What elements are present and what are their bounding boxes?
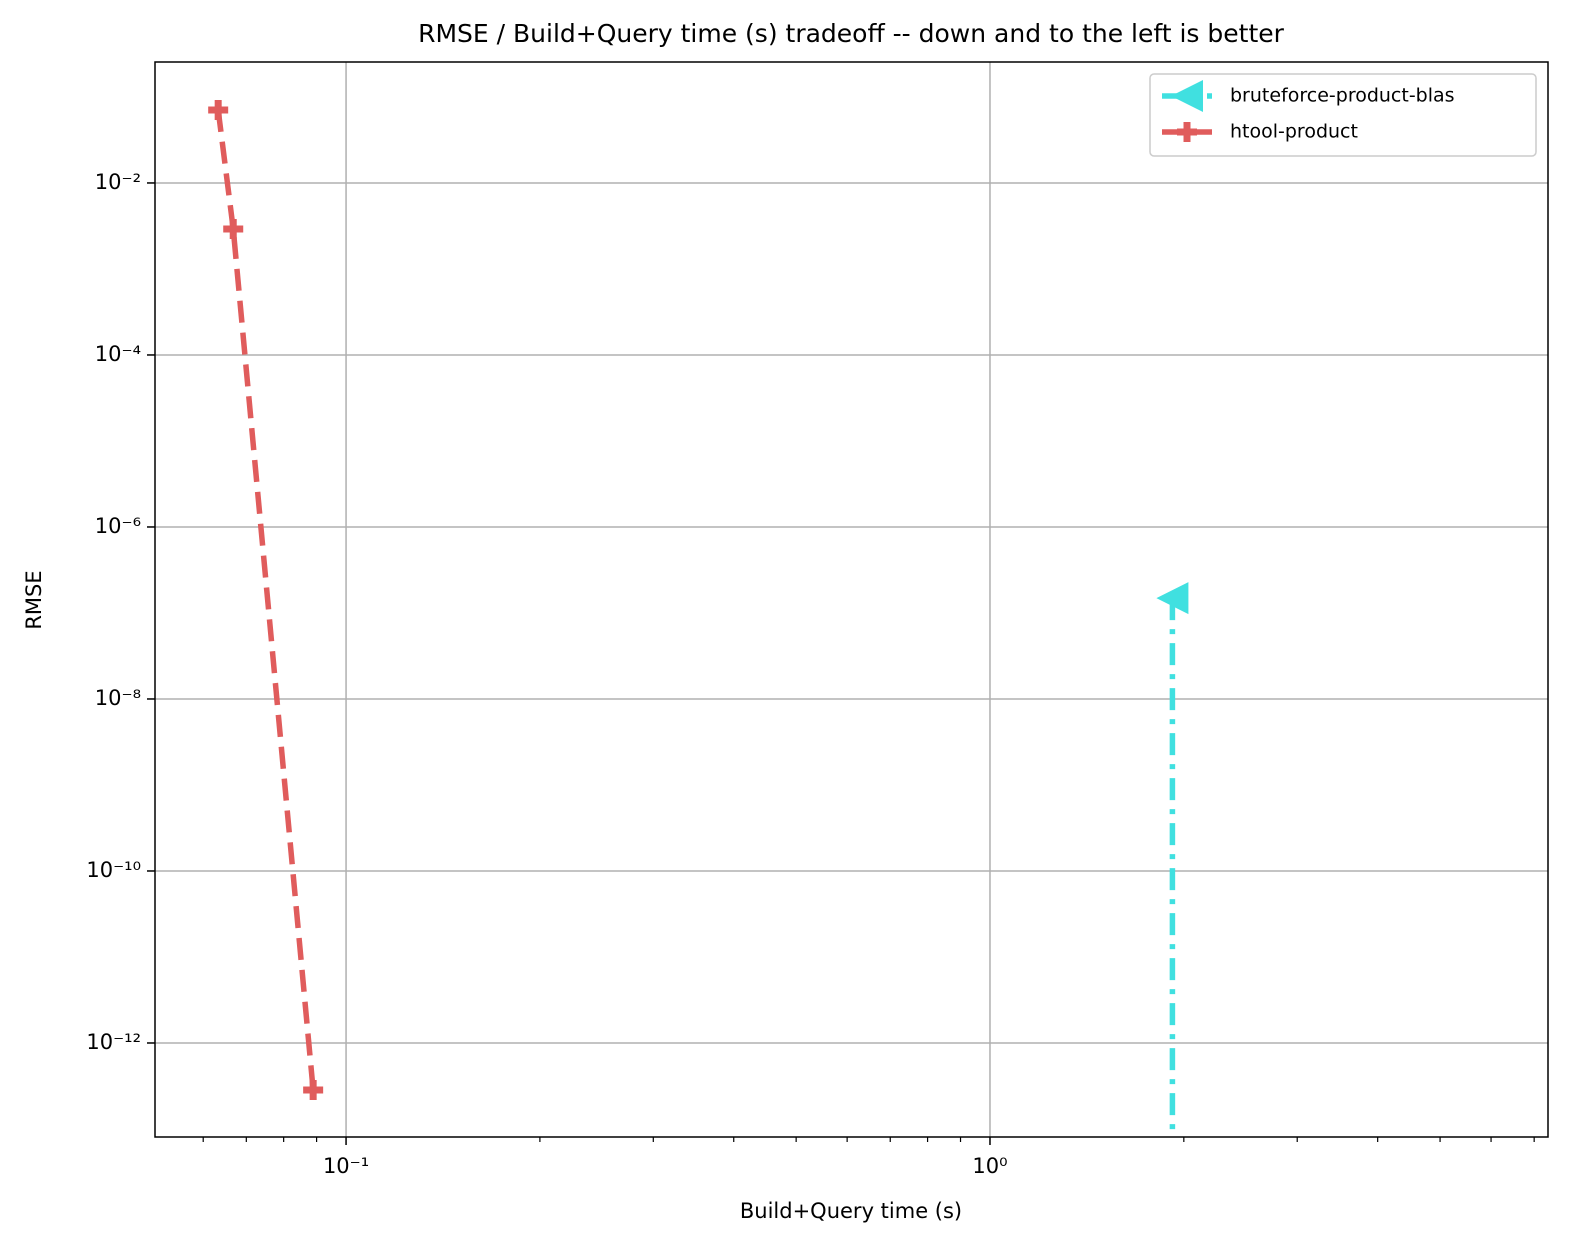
marker	[223, 218, 244, 239]
x-tick-label: 10⁰	[972, 1154, 1007, 1178]
y-tick-label: 10⁻⁶	[95, 514, 141, 538]
legend-label: bruteforce-product-blas	[1230, 85, 1455, 107]
y-tick-label: 10⁻²	[95, 170, 141, 194]
y-axis-label: RMSE	[22, 570, 46, 629]
legend-label: htool-product	[1230, 121, 1358, 143]
legend-marker	[1177, 122, 1197, 142]
legend-marker	[1171, 80, 1203, 112]
plot-area	[208, 99, 1189, 1137]
grid	[155, 62, 1548, 1137]
legend-box	[1149, 73, 1537, 157]
y-tick-label: 10⁻⁴	[95, 342, 141, 366]
x-tick-label: 10⁻¹	[323, 1154, 369, 1178]
y-tick-label: 10⁻¹²	[86, 1030, 141, 1054]
marker	[1156, 582, 1189, 615]
marker	[208, 99, 229, 120]
x-axis-label: Build+Query time (s)	[740, 1199, 962, 1223]
chart-title: RMSE / Build+Query time (s) tradeoff -- …	[418, 19, 1285, 48]
series-line	[215, 109, 316, 1091]
y-tick-label: 10⁻¹⁰	[86, 858, 141, 882]
y-tick-label: 10⁻⁸	[95, 686, 141, 710]
plot-frame	[154, 61, 1549, 1138]
marker	[303, 1080, 324, 1101]
legend: bruteforce-product-blas htool-product	[1149, 73, 1537, 157]
